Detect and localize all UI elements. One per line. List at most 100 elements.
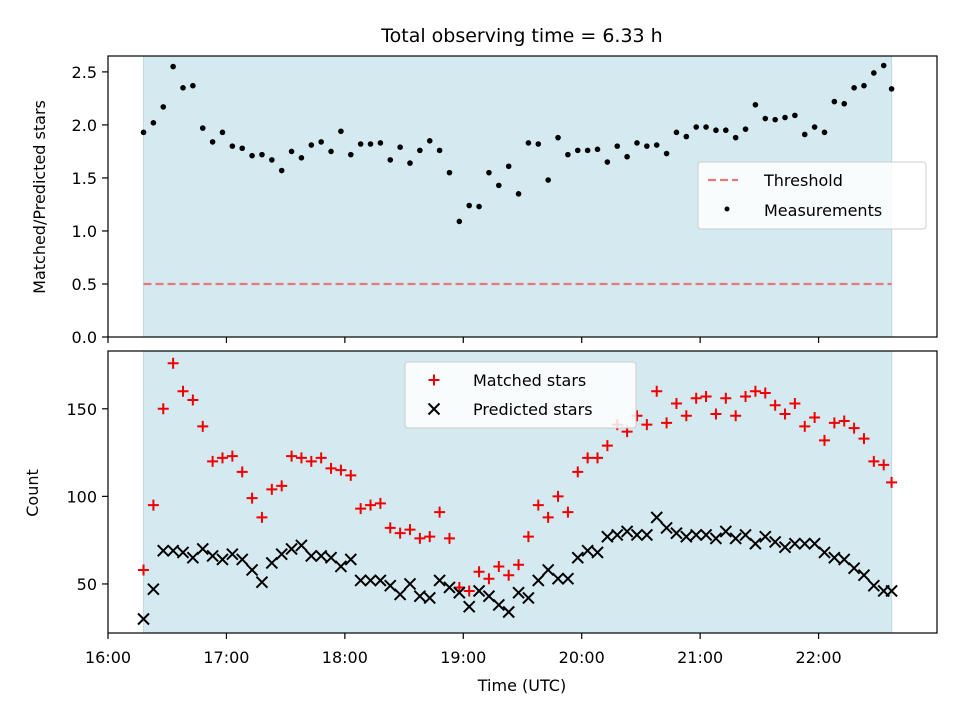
- y-tick-label: 0.0: [72, 328, 97, 347]
- predicted-star-point: [857, 568, 871, 582]
- ratio-panel: Total observing time = 6.33 h Matched/Pr…: [30, 25, 938, 347]
- x-tick-label: 19:00: [440, 648, 486, 667]
- matched-star-point: [690, 392, 702, 404]
- predicted-star-point: [423, 591, 436, 605]
- matched-star-point: [886, 476, 898, 488]
- matched-star-point: [740, 391, 752, 403]
- measurement-point: [150, 120, 157, 126]
- predicted-star-point: [660, 521, 673, 535]
- matched-star-point: [562, 506, 574, 518]
- measurement-point: [732, 134, 739, 141]
- predicted-star-point: [344, 553, 357, 566]
- matched-star-point: [710, 408, 722, 420]
- matched-star-point: [197, 420, 209, 432]
- measurement-point: [683, 133, 690, 140]
- legend-threshold-label: Threshold: [763, 171, 843, 190]
- measurement-point: [584, 147, 591, 154]
- matched-star-point: [641, 419, 653, 431]
- measurement-point: [249, 152, 255, 159]
- matched-star-point: [167, 357, 179, 369]
- measurement-point: [466, 202, 473, 209]
- predicted-star-point: [403, 577, 417, 591]
- predicted-star-point: [778, 540, 792, 554]
- predicted-star-point: [433, 574, 446, 587]
- measurement-point: [880, 62, 887, 69]
- predicted-star-point: [236, 553, 249, 566]
- y-tick-label: 2.0: [72, 116, 97, 135]
- y-tick-label: 150: [66, 400, 97, 419]
- y-tick-label: 1.5: [72, 169, 97, 188]
- matched-star-point: [601, 440, 613, 452]
- measurement-point: [673, 129, 680, 136]
- matched-star-point: [384, 522, 396, 534]
- legend: Matched stars Predicted stars: [404, 361, 637, 429]
- predicted-star-point: [532, 574, 545, 587]
- matched-star-point: [848, 422, 860, 434]
- measurement-point: [160, 104, 167, 110]
- measurement-point: [308, 142, 315, 148]
- predicted-star-point: [551, 572, 565, 585]
- measurement-point: [831, 98, 838, 105]
- predicted-star-point: [166, 544, 180, 557]
- predicted-star-point: [650, 511, 663, 524]
- legend-matched-label: Matched stars: [473, 371, 586, 390]
- measurement-point: [703, 124, 709, 130]
- predicted-star-point: [482, 590, 496, 603]
- predicted-star-point: [818, 546, 831, 559]
- predicted-star-point: [275, 547, 288, 561]
- matched-star-point: [286, 450, 298, 462]
- x-tick-label: 22:00: [796, 648, 842, 667]
- matched-star-point: [878, 459, 890, 471]
- measurement-point: [367, 141, 374, 147]
- matched-star-point: [542, 511, 554, 523]
- measurement-point: [535, 141, 542, 147]
- bottom-plot-area: 50 100 150 16:00 17:00 18:00 19:00 20:00 21:00 22…: [66, 350, 938, 667]
- predicted-star-point: [502, 605, 515, 619]
- predicted-star-point: [591, 546, 604, 559]
- measurement-point: [140, 129, 147, 136]
- matched-star-point: [147, 499, 159, 511]
- series-measurements: [140, 62, 895, 225]
- matched-star-point: [463, 585, 475, 597]
- measurement-point: [417, 147, 423, 154]
- matched-star-point: [503, 569, 515, 581]
- series-predicted-stars: [137, 511, 898, 626]
- matched-star-point: [345, 469, 357, 481]
- measurement-point: [298, 154, 305, 161]
- matched-star-point: [592, 452, 604, 464]
- predicted-star-point: [699, 528, 713, 542]
- measurement-point: [634, 140, 640, 146]
- matched-star-point: [769, 399, 781, 411]
- predicted-star-point: [255, 575, 269, 589]
- measurement-point: [713, 127, 719, 134]
- matched-star-point: [138, 564, 150, 576]
- measurement-point: [841, 100, 848, 107]
- predicted-star-point: [670, 526, 683, 540]
- measurement-point: [505, 163, 512, 170]
- legend-box: [404, 361, 637, 429]
- predicted-star-point: [640, 528, 654, 542]
- predicted-star-point: [443, 581, 456, 594]
- matched-star-point: [276, 480, 288, 492]
- measurement-point: [723, 127, 729, 134]
- measurement-point: [239, 145, 246, 152]
- legend-measurements-label: Measurements: [764, 201, 882, 220]
- predicted-star-point: [206, 549, 219, 563]
- matched-star-point: [858, 433, 870, 445]
- matched-star-point: [187, 394, 199, 406]
- matched-star-point: [157, 403, 169, 415]
- measurement-point: [851, 85, 857, 91]
- matched-star-point: [661, 417, 673, 429]
- predicted-star-point: [601, 530, 614, 543]
- matched-star-point: [414, 532, 426, 544]
- measurement-point: [209, 139, 216, 145]
- predicted-star-point: [196, 542, 209, 556]
- measurement-point: [545, 177, 551, 183]
- matched-star-point: [789, 398, 801, 410]
- predicted-star-point: [354, 574, 367, 587]
- predicted-star-point: [295, 539, 308, 552]
- predicted-star-point: [462, 600, 476, 613]
- plot-frame: [107, 350, 938, 634]
- measurement-point: [644, 143, 650, 149]
- predicted-star-point: [384, 579, 397, 592]
